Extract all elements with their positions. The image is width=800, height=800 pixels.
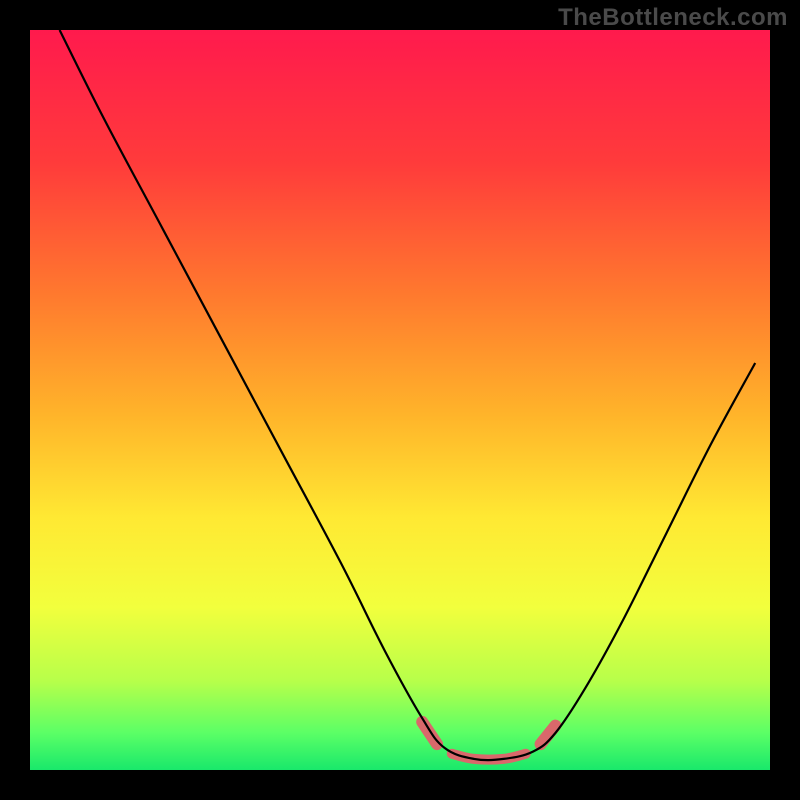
chart-container: TheBottleneck.com (0, 0, 800, 800)
plot-background (30, 30, 770, 770)
bottleneck-curve-plot (30, 30, 770, 770)
watermark-text: TheBottleneck.com (558, 4, 788, 32)
